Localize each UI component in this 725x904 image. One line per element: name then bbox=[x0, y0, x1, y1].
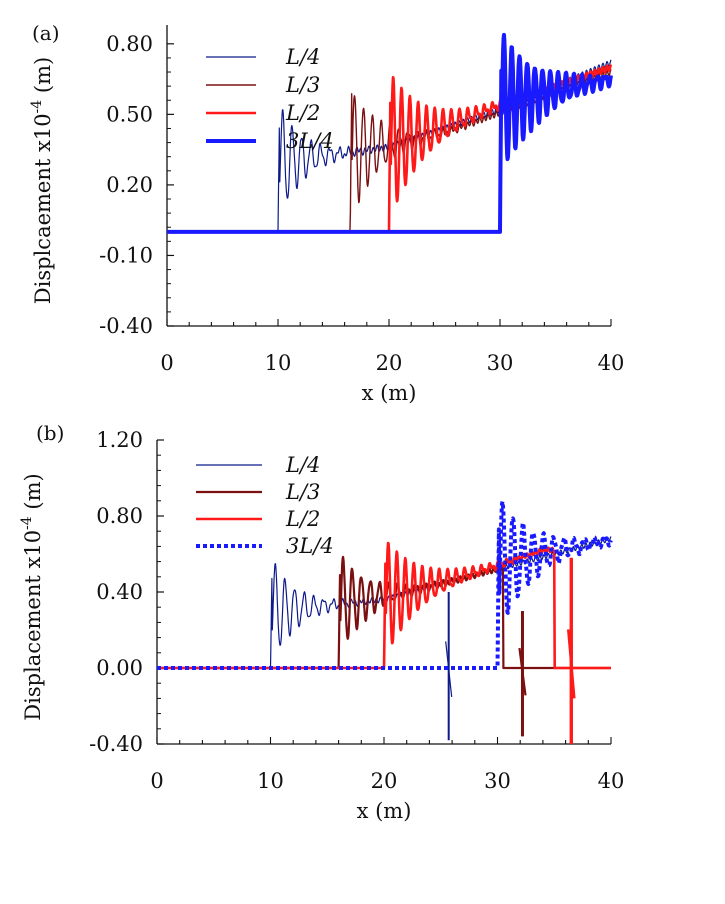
x-tick-label: 20 bbox=[371, 769, 398, 793]
legend-label: L/3 bbox=[285, 480, 320, 504]
x-tick-label: 20 bbox=[376, 351, 403, 375]
y-axis-label-unit: (m) bbox=[31, 57, 55, 100]
y-tick-label: 0.00 bbox=[96, 656, 143, 680]
y-tick-label: 0.80 bbox=[106, 32, 153, 56]
y-tick-label: -0.40 bbox=[89, 732, 143, 756]
y-axis-label-exponent: -4 bbox=[29, 100, 45, 114]
y-tick-label: 0.40 bbox=[96, 580, 143, 604]
plot-area bbox=[157, 499, 613, 744]
y-tick-label: 0.50 bbox=[106, 102, 153, 126]
y-tick-label: 0.20 bbox=[106, 173, 153, 197]
legend-label: 3L/4 bbox=[286, 534, 334, 558]
legend-label: L/3 bbox=[285, 73, 320, 97]
legend-label: L/4 bbox=[285, 453, 320, 477]
y-tick-label: -0.40 bbox=[99, 314, 153, 338]
legend-label: 3L/4 bbox=[286, 129, 334, 153]
y-tick-label: 1.20 bbox=[96, 428, 143, 452]
y-axis-label: Displcaement x10-4 (m) bbox=[29, 57, 55, 304]
legend-label: L/4 bbox=[285, 45, 320, 69]
series-line-3 bbox=[157, 499, 613, 670]
x-axis-label: x (m) bbox=[362, 381, 417, 405]
x-tick-label: 0 bbox=[160, 351, 173, 375]
y-axis-label-unit: (m) bbox=[21, 473, 45, 516]
plot-area bbox=[167, 32, 613, 234]
x-tick-label: 30 bbox=[487, 351, 514, 375]
x-axis-label: x (m) bbox=[357, 799, 412, 823]
y-axis-label-exponent: -4 bbox=[19, 516, 35, 530]
panel-label: (a) bbox=[32, 21, 60, 45]
legend-label: L/2 bbox=[285, 101, 320, 125]
series-line-3 bbox=[167, 32, 613, 234]
x-tick-label: 10 bbox=[265, 351, 292, 375]
legend-label: L/2 bbox=[285, 507, 320, 531]
series-spike-ring-1 bbox=[518, 647, 527, 696]
y-axis-label: Displacement x10-4 (m) bbox=[19, 473, 45, 720]
series-line-2 bbox=[157, 541, 612, 670]
x-tick-label: 40 bbox=[598, 351, 625, 375]
chart-panel-b: 1.20 0.80 0.40 0.00 -0.40 0 10 20 30 40 x (m) Displ… bbox=[19, 421, 624, 823]
panel-label: (b) bbox=[36, 421, 64, 445]
series-spike-ring-0 bbox=[445, 641, 453, 697]
x-tick-label: 30 bbox=[484, 769, 511, 793]
x-tick-label: 40 bbox=[598, 769, 625, 793]
x-tick-label: 0 bbox=[150, 769, 163, 793]
y-tick-label: 0.80 bbox=[96, 504, 143, 528]
y-axis-label-text: Displcaement x10 bbox=[31, 113, 55, 304]
chart-panel-a: 0.80 0.50 0.20 -0.10 -0.40 0 10 20 30 40 x (m) Disp… bbox=[29, 21, 624, 405]
x-tick-label: 10 bbox=[257, 769, 284, 793]
y-axis-label-text: Displacement x10 bbox=[21, 530, 45, 721]
series-spike-ring-2 bbox=[566, 629, 576, 699]
y-tick-label: -0.10 bbox=[99, 243, 153, 267]
